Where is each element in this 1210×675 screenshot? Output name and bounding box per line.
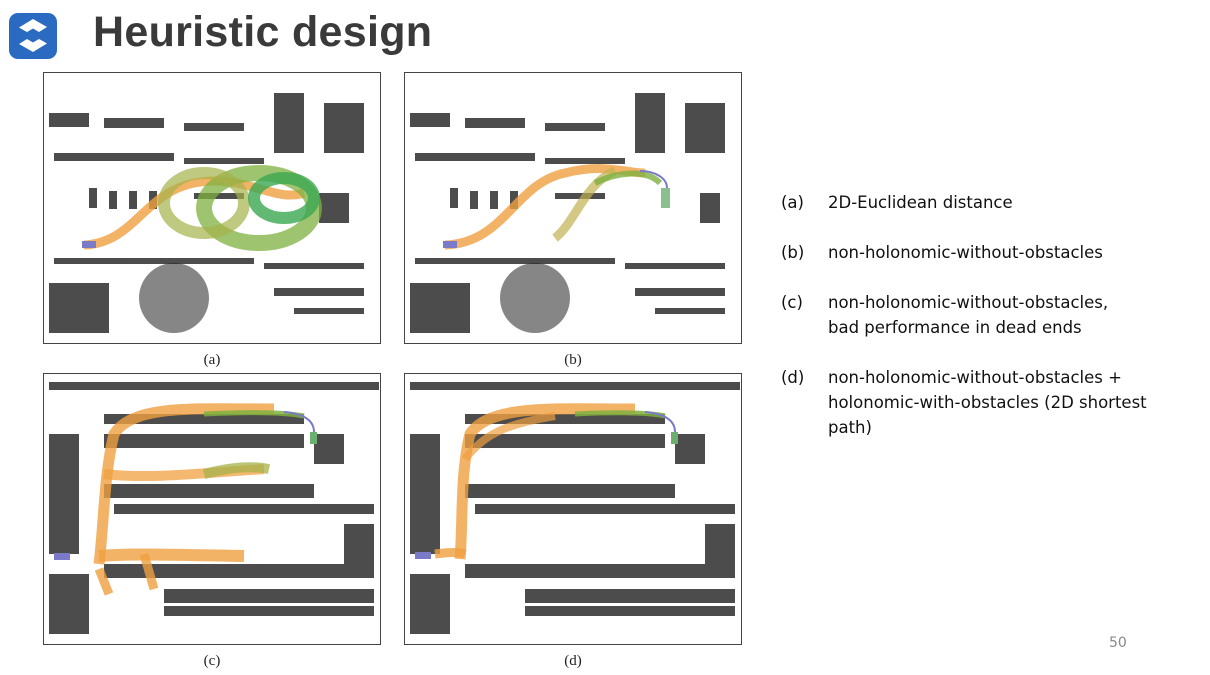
logo xyxy=(9,13,57,59)
figure-panel-b xyxy=(404,72,742,344)
legend-item: (b) non-holonomic-without-obstacles xyxy=(781,240,1206,265)
legend-text: 2D-Euclidean distance xyxy=(828,193,1013,212)
legend-item: (c) non-holonomic-without-obstacles, bad… xyxy=(781,290,1126,340)
legend-label: (b) xyxy=(781,243,805,262)
map-image-a xyxy=(49,93,364,333)
figure-panel-c xyxy=(43,373,381,645)
page-number: 50 xyxy=(1109,635,1127,651)
legend-list: (a) 2D-Euclidean distance (b) non-holono… xyxy=(781,190,1206,465)
figure-panel-a xyxy=(43,72,381,344)
figure-panel-d xyxy=(404,373,742,645)
caption-b: (b) xyxy=(564,352,582,368)
legend-item: (d) non-holonomic-without-obstacles + ho… xyxy=(781,365,1151,440)
legend-item: (a) 2D-Euclidean distance xyxy=(781,190,1206,215)
legend-text: non-holonomic-without-obstacles xyxy=(828,243,1103,262)
legend-text: non-holonomic-without-obstacles, bad per… xyxy=(828,293,1109,337)
legend-label: (c) xyxy=(781,293,803,312)
page-title: Heuristic design xyxy=(93,8,433,56)
map-image-d xyxy=(410,382,740,634)
legend-text: non-holonomic-without-obstacles + holono… xyxy=(828,368,1147,437)
legend-label: (d) xyxy=(781,368,805,387)
s-logo-icon xyxy=(19,19,47,52)
caption-a: (a) xyxy=(203,352,221,368)
legend-label: (a) xyxy=(781,193,804,212)
map-image-c xyxy=(49,382,379,634)
caption-d: (d) xyxy=(564,653,582,669)
map-image-b xyxy=(410,93,725,333)
caption-c: (c) xyxy=(203,653,221,669)
